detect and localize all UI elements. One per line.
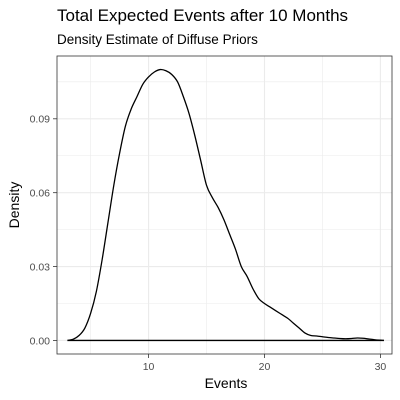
- chart-title: Total Expected Events after 10 Months: [57, 6, 348, 25]
- y-axis-title: Density: [6, 182, 22, 229]
- y-axis-ticks: 0.00 0.03 0.06 0.09: [30, 114, 57, 347]
- minor-gridlines: [57, 56, 392, 354]
- x-tick-label: 30: [375, 361, 387, 373]
- y-tick-label: 0.09: [30, 114, 51, 126]
- density-curve: [67, 68, 384, 342]
- x-axis-ticks: 10 20 30: [143, 354, 387, 373]
- y-tick-label: 0.00: [30, 335, 51, 347]
- x-tick-label: 10: [143, 361, 155, 373]
- y-tick-label: 0.06: [30, 187, 51, 199]
- y-tick-label: 0.03: [30, 261, 51, 273]
- major-gridlines: [57, 56, 392, 354]
- chart-subtitle: Density Estimate of Diffuse Priors: [57, 32, 258, 47]
- panel-border: [56, 55, 393, 355]
- x-tick-label: 20: [259, 361, 271, 373]
- x-axis-title: Events: [205, 375, 248, 391]
- density-series: [67, 68, 384, 342]
